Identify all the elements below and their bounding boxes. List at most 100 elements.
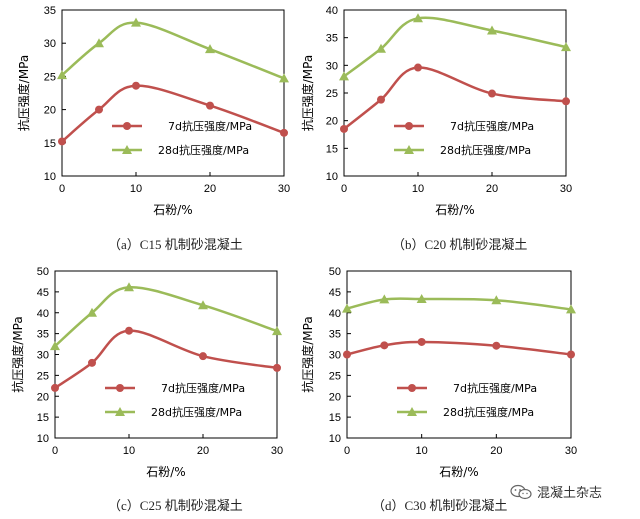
- y-tick-label: 30: [329, 350, 341, 362]
- y-tick-label: 45: [329, 287, 341, 299]
- data-point-triangle: [376, 43, 386, 53]
- x-tick-label: 0: [52, 445, 58, 457]
- data-point-circle: [199, 352, 207, 361]
- x-tick-label: 10: [416, 445, 428, 457]
- x-tick-label: 10: [130, 183, 142, 195]
- data-point-circle: [417, 337, 426, 346]
- y-tick-label: 20: [326, 116, 338, 128]
- y-tick-label: 10: [326, 171, 338, 183]
- data-point-circle: [380, 341, 389, 350]
- data-point-triangle: [416, 293, 427, 303]
- y-axis-label: 抗压强度/MPa: [300, 316, 315, 392]
- legend-label: 7d抗压强度/MPa: [161, 381, 245, 395]
- data-point-triangle: [94, 38, 104, 48]
- y-tick-label: 10: [329, 433, 341, 445]
- data-point-triangle: [487, 25, 497, 35]
- wechat-icon: [510, 484, 532, 499]
- data-point-circle: [280, 128, 288, 137]
- caption-c: （c）C25 机制砂混凝土: [108, 498, 243, 513]
- x-tick-label: 20: [204, 183, 216, 195]
- y-tick-label: 10: [44, 171, 56, 183]
- y-axis-label: 抗压强度/MPa: [10, 316, 25, 392]
- legend-label: 28d抗压强度/MPa: [151, 405, 242, 419]
- plot-frame: [61, 9, 285, 177]
- x-tick-label: 10: [412, 183, 424, 195]
- series-line-1: [343, 16, 567, 78]
- legend-label: 7d抗压强度/MPa: [453, 381, 537, 395]
- x-tick-label: 0: [344, 445, 350, 457]
- legend-marker-circle: [408, 384, 416, 392]
- series-line-1: [346, 297, 572, 311]
- x-tick-label: 20: [197, 445, 209, 457]
- y-tick-label: 35: [44, 5, 56, 17]
- y-tick-label: 20: [329, 391, 341, 403]
- y-tick-label: 40: [329, 308, 341, 320]
- x-tick-label: 0: [341, 183, 347, 195]
- y-tick-label: 25: [329, 370, 341, 382]
- x-tick-label: 30: [278, 183, 290, 195]
- data-point-triangle: [279, 73, 289, 83]
- y-tick-label: 25: [44, 71, 56, 83]
- y-tick-label: 35: [37, 329, 49, 341]
- series-line-0: [61, 84, 285, 143]
- data-point-circle: [125, 326, 133, 335]
- y-tick-label: 35: [329, 329, 341, 341]
- data-point-triangle: [379, 294, 390, 304]
- caption-a: （a）C15 机制砂混凝土: [108, 237, 243, 252]
- watermark: 混凝土杂志: [510, 482, 602, 501]
- data-point-circle: [488, 89, 496, 98]
- legend-label: 7d抗压强度/MPa: [168, 119, 252, 133]
- x-axis-label: 石粉/%: [435, 203, 474, 217]
- data-point-triangle: [198, 300, 208, 310]
- legend-marker-triangle: [115, 407, 125, 416]
- y-tick-label: 40: [326, 5, 338, 17]
- series-line-0: [346, 340, 572, 356]
- y-tick-label: 25: [326, 88, 338, 100]
- x-tick-label: 30: [560, 183, 572, 195]
- y-tick-label: 30: [326, 60, 338, 72]
- y-tick-label: 15: [329, 412, 341, 424]
- legend-marker-triangle: [407, 407, 417, 416]
- data-point-triangle: [124, 282, 134, 292]
- y-tick-label: 15: [37, 412, 49, 424]
- data-point-triangle: [339, 71, 349, 81]
- data-point-triangle: [131, 17, 141, 27]
- data-point-circle: [414, 63, 422, 72]
- x-tick-label: 10: [123, 445, 135, 457]
- y-tick-label: 30: [44, 38, 56, 50]
- legend-marker-circle: [405, 122, 413, 130]
- data-point-triangle: [50, 341, 60, 351]
- x-axis-label: 石粉/%: [153, 203, 192, 217]
- y-tick-label: 20: [44, 105, 56, 117]
- legend-label: 28d抗压强度/MPa: [440, 143, 531, 157]
- data-point-circle: [51, 383, 59, 392]
- data-point-circle: [88, 358, 96, 367]
- data-point-circle: [340, 124, 348, 133]
- data-point-circle: [132, 81, 140, 90]
- caption-d: （d）C30 机制砂混凝土: [372, 498, 508, 513]
- data-point-triangle: [272, 326, 282, 336]
- y-tick-label: 50: [37, 266, 49, 278]
- data-point-circle: [95, 105, 103, 114]
- y-tick-label: 10: [37, 433, 49, 445]
- data-point-circle: [343, 350, 351, 359]
- y-tick-label: 30: [37, 350, 49, 362]
- legend-marker-circle: [116, 384, 124, 392]
- y-axis-label: 抗压强度/MPa: [300, 55, 315, 131]
- caption-b: （b）C20 机制砂混凝土: [392, 237, 528, 252]
- y-tick-label: 45: [37, 287, 49, 299]
- legend-label: 28d抗压强度/MPa: [158, 143, 249, 157]
- y-tick-label: 35: [326, 33, 338, 45]
- y-tick-label: 15: [44, 138, 56, 150]
- y-tick-label: 40: [37, 308, 49, 320]
- legend-label: 28d抗压强度/MPa: [443, 405, 534, 419]
- data-point-circle: [562, 97, 570, 106]
- x-tick-label: 0: [59, 183, 65, 195]
- x-axis-label: 石粉/%: [146, 465, 185, 479]
- data-point-triangle: [87, 307, 97, 317]
- x-tick-label: 30: [271, 445, 283, 457]
- legend-label: 7d抗压强度/MPa: [450, 119, 534, 133]
- data-point-triangle: [566, 304, 576, 314]
